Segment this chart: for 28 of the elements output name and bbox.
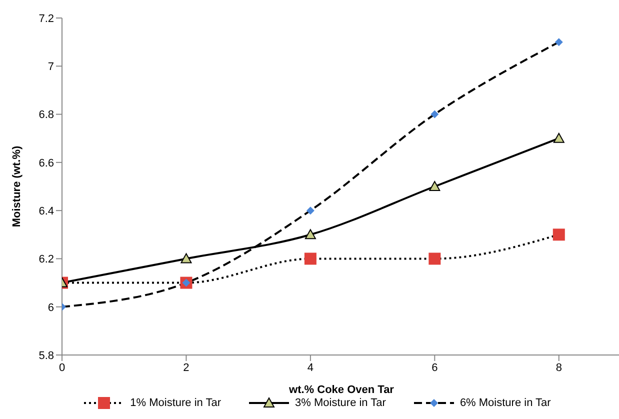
legend-label: 3% Moisture in Tar	[294, 397, 386, 409]
point	[180, 253, 192, 264]
x-tick-label: 2	[183, 362, 190, 374]
point	[552, 228, 565, 241]
y-tick-label: 6	[48, 302, 54, 314]
x-axis-title: wt.% Coke Oven Tar	[288, 384, 395, 396]
point	[304, 229, 316, 240]
y-tick-label: 6.2	[38, 254, 54, 266]
point	[430, 110, 439, 118]
x-tick-label: 8	[556, 362, 562, 374]
x-tick-label: 4	[307, 362, 314, 374]
point	[429, 181, 440, 191]
y-tick-label: 6.6	[38, 157, 54, 170]
y-tick-label: 6.8	[38, 109, 54, 122]
x-tick-label: 0	[58, 362, 66, 374]
legend-label: 1% Moisture in Tar	[129, 397, 222, 409]
point	[306, 206, 314, 215]
y-tick-label: 5.8	[38, 350, 54, 362]
y-tick-label: 7.2	[38, 12, 54, 25]
point	[553, 132, 564, 143]
y-axis-title: Moisture (wt.%)	[10, 146, 23, 228]
y-tick-label: 6.4	[38, 205, 54, 218]
legend-label: 6% Moisture in Tar	[458, 397, 551, 409]
x-tick-label: 6	[432, 362, 438, 374]
point	[554, 38, 563, 46]
y-tick-label: 7	[48, 61, 54, 74]
point	[304, 252, 316, 265]
point	[428, 252, 441, 265]
